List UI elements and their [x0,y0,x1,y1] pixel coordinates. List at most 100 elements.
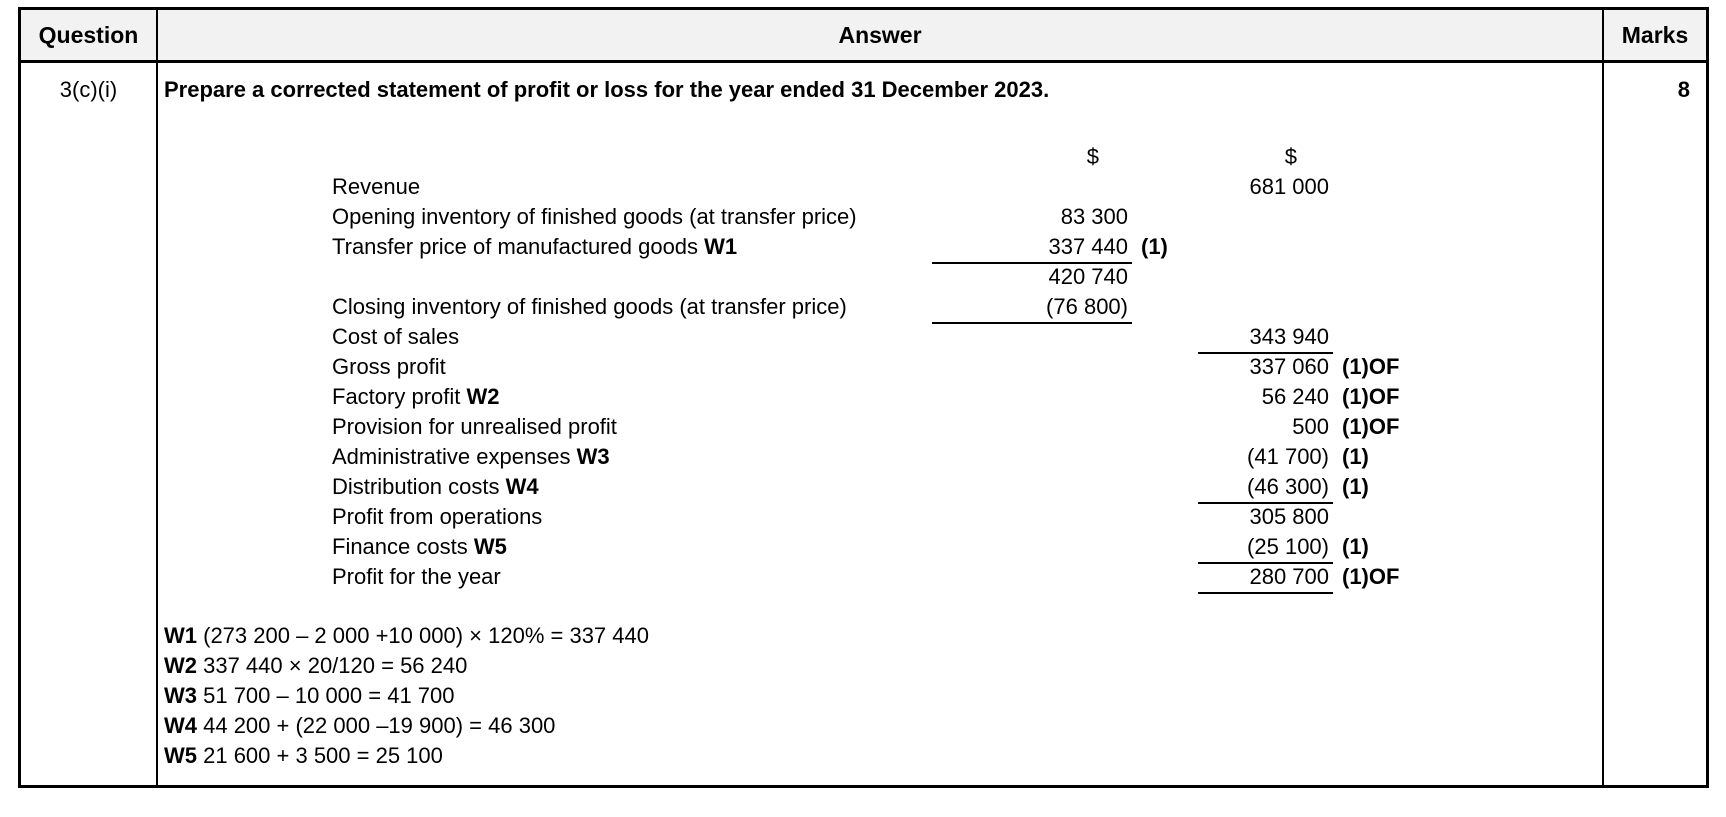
statement-row: Factory profit W2 56 240 (1)OF [164,382,1598,412]
marks-column-header: Marks [1604,10,1706,63]
amount-column-1: 420 740 [1048,264,1128,289]
statement-row: Profit from operations 305 800 [164,502,1598,532]
statement-row: Distribution costs W4 (46 300) (1) [164,472,1598,504]
mark-annotation-1 [1132,412,1198,442]
amount-column-1 [932,562,1132,594]
mark-annotation-2 [1333,322,1433,354]
mark-annotation-2: (1) [1342,444,1369,469]
row-label: Opening inventory of finished goods (at … [332,204,857,229]
mark-annotation-2 [1333,232,1433,264]
amount-column-2 [1198,292,1333,324]
mark-annotation-1 [1132,382,1198,412]
question-number-cell: 3(c)(i) [21,63,158,785]
amount-column-2: 337 060 [1249,354,1329,379]
working-reference: W5 [164,743,197,768]
marks-cell: 8 [1677,77,1690,102]
mark-annotation-2 [1333,142,1433,172]
statement-row: 420 740 [164,262,1598,292]
row-label: Revenue [332,174,421,199]
statement-row: Cost of sales 343 940 [164,322,1598,354]
amount-column-1 [932,502,1132,532]
working-reference: W1 [164,623,197,648]
statement-row: Provision for unrealised profit 500 (1)OF [164,412,1598,442]
mark-annotation-1 [1132,202,1198,232]
answer-column-header: Answer [158,10,1604,63]
mark-annotation-2 [1333,202,1433,232]
answer-title: Prepare a corrected statement of profit … [164,77,1050,102]
amount-column-2: 56 240 [1261,384,1329,409]
mark-annotation-1 [1132,562,1198,594]
amount-column-2: 305 800 [1249,504,1329,529]
row-label: Profit from operations [332,504,543,529]
mark-annotation-1 [1132,262,1198,292]
mark-annotation-2: (1)OF [1342,414,1400,439]
statement-row: Finance costs W5 (25 100) (1) [164,532,1598,564]
mark-annotation-1 [1132,502,1198,532]
working-reference: W5 [473,534,507,559]
mark-annotation-2 [1333,172,1433,202]
working-line: W2 337 440 × 20/120 = 56 240 [164,653,468,678]
amount-column-2: $ [1284,144,1297,169]
amount-column-2: (25 100) [1198,532,1333,564]
row-label: Provision for unrealised profit [332,414,617,439]
row-label: Cost of sales [332,324,460,349]
answer-cell: Prepare a corrected statement of profit … [158,63,1604,785]
amount-column-2: 681 000 [1249,174,1329,199]
working-line: W5 21 600 + 3 500 = 25 100 [164,743,443,768]
working-reference: W4 [164,713,197,738]
mark-annotation-1 [1132,442,1198,472]
amount-column-1: $ [1086,144,1099,169]
working-line: W3 51 700 – 10 000 = 41 700 [164,683,455,708]
working-reference: W2 [466,384,500,409]
row-label: Gross profit [332,354,446,379]
mark-annotation-1 [1132,532,1198,564]
statement-row: Profit for the year 280 700 (1)OF [164,562,1598,594]
workings-block: W1 (273 200 – 2 000 +10 000) × 120% = 33… [164,621,1598,771]
mark-annotation-1 [1132,352,1198,382]
working-reference: W1 [704,234,738,259]
question-column-header: Question [21,10,158,63]
amount-column-2: (41 700) [1247,444,1329,469]
statement-row: Closing inventory of finished goods (at … [164,292,1598,324]
mark-annotation-1 [1132,472,1198,504]
amount-column-2 [1198,202,1333,232]
mark-annotation-2: (1)OF [1342,384,1400,409]
statement-row: Administrative expenses W3 (41 700) (1) [164,442,1598,472]
row-label: Closing inventory of finished goods (at … [332,294,847,319]
amount-column-1 [932,412,1132,442]
row-label: Distribution costs W4 [332,474,539,499]
amount-column-2: 280 700 [1198,562,1333,594]
statement-row: Opening inventory of finished goods (at … [164,202,1598,232]
mark-annotation-1 [1132,322,1198,354]
row-label: Administrative expenses W3 [332,444,610,469]
amount-column-1 [932,382,1132,412]
statement-row: Transfer price of manufactured goods W1 3… [164,232,1598,264]
working-line: W1 (273 200 – 2 000 +10 000) × 120% = 33… [164,623,649,648]
mark-annotation-1 [1132,142,1198,172]
row-label [164,262,932,292]
working-reference: W3 [164,683,197,708]
amount-column-2 [1198,262,1333,292]
mark-annotation-2 [1333,262,1433,292]
mark-scheme-table: Question Answer Marks 3(c)(i) Prepare a … [18,7,1709,788]
amount-column-1 [932,172,1132,202]
row-label: Profit for the year [332,564,501,589]
amount-column-1: (76 800) [932,292,1132,324]
currency-header-row: $ $ [164,142,1598,172]
mark-annotation-2 [1333,292,1433,324]
amount-column-1: 337 440 [932,232,1132,264]
mark-annotation-2: (1)OF [1342,354,1400,379]
amount-column-2: 343 940 [1198,322,1333,354]
amount-column-1 [932,532,1132,564]
statement-row: Revenue 681 000 [164,172,1598,202]
mark-annotation-1: (1) [1141,234,1168,259]
working-reference: W2 [164,653,197,678]
amount-column-1 [932,352,1132,382]
row-label: Factory profit W2 [332,384,500,409]
amount-column-2: 500 [1292,414,1329,439]
statement-row: Gross profit 337 060 (1)OF [164,352,1598,382]
amount-column-1 [932,322,1132,354]
amount-column-2 [1198,232,1333,264]
mark-annotation-1 [1132,172,1198,202]
mark-annotation-2: (1) [1342,534,1369,559]
